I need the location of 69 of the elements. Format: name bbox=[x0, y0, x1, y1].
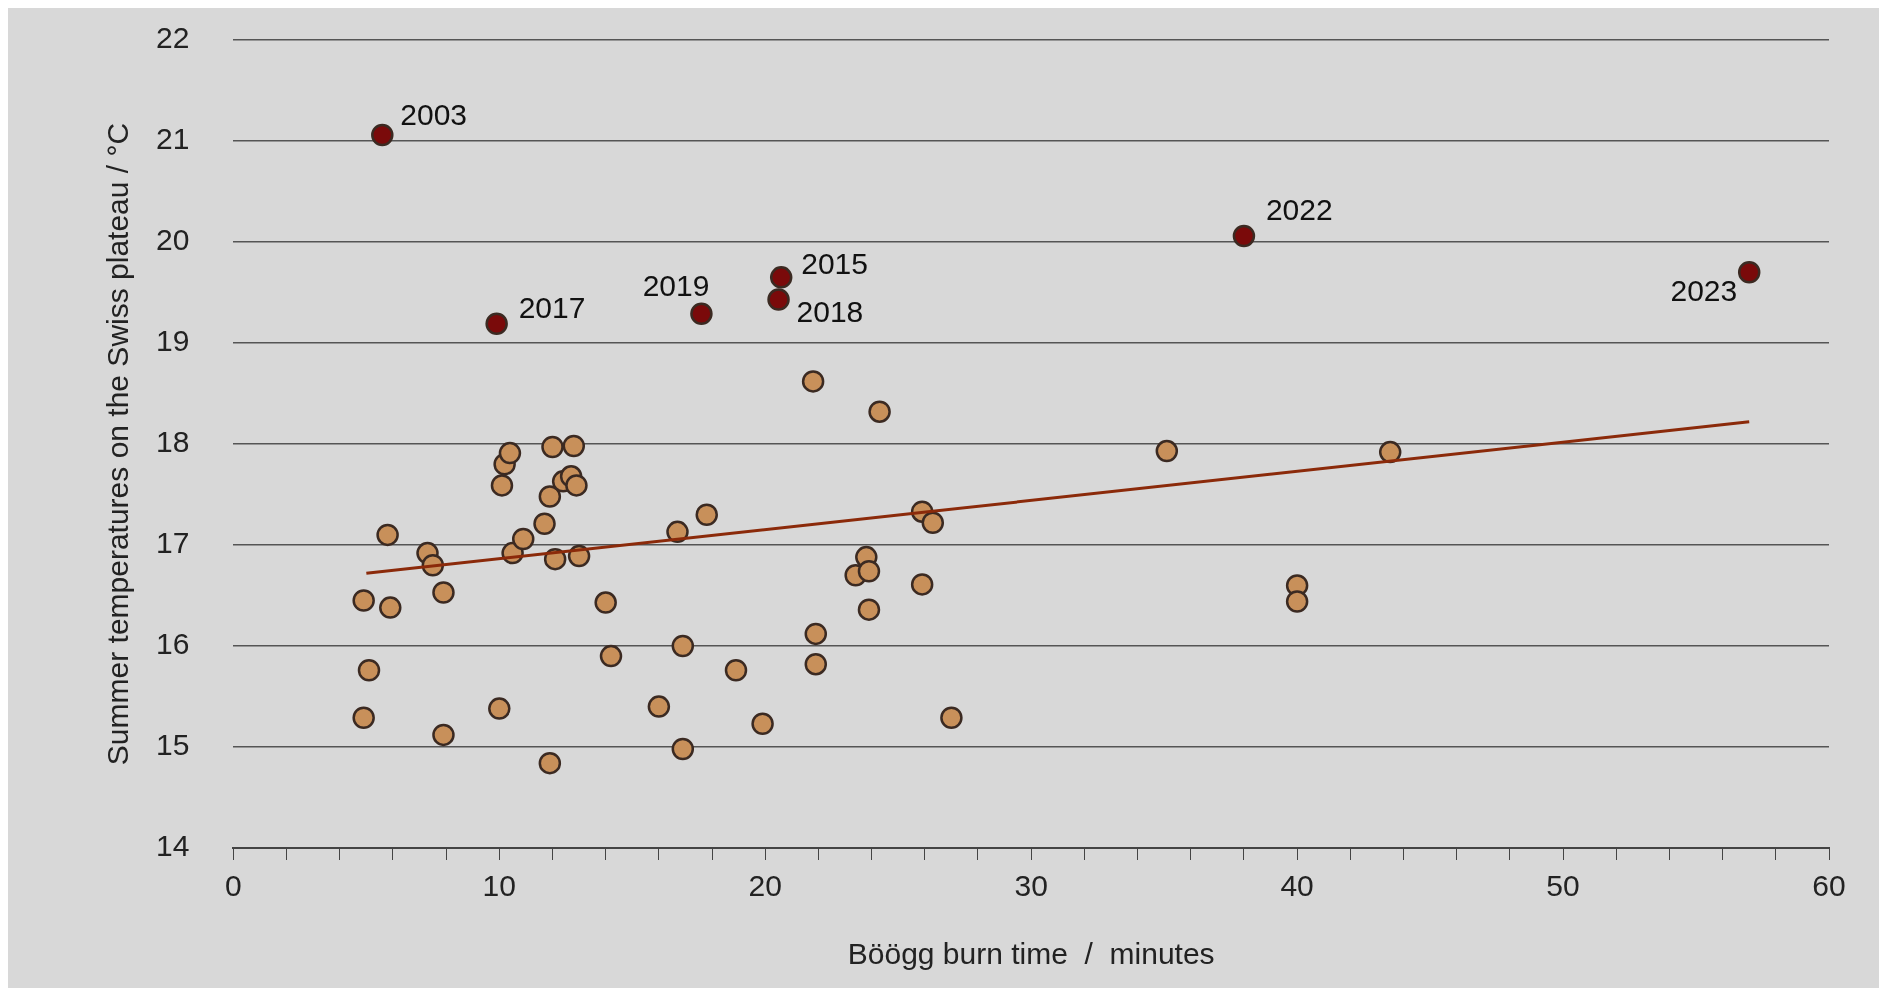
x-tick-label: 50 bbox=[1546, 869, 1580, 903]
point bbox=[940, 706, 963, 729]
point bbox=[724, 658, 748, 682]
point bbox=[541, 435, 564, 459]
point bbox=[538, 751, 562, 775]
point bbox=[751, 712, 774, 736]
y-tick-label: 20 bbox=[155, 223, 190, 257]
point bbox=[801, 370, 825, 393]
point bbox=[690, 302, 713, 325]
point bbox=[1232, 224, 1256, 248]
annotation: 2023 bbox=[1670, 273, 1738, 307]
y-tick-label: 22 bbox=[155, 21, 190, 55]
point bbox=[352, 706, 375, 729]
point bbox=[357, 658, 381, 682]
point bbox=[352, 589, 375, 612]
annotation: 2018 bbox=[796, 294, 864, 328]
x-tick-label: 40 bbox=[1280, 869, 1314, 903]
point bbox=[488, 697, 511, 720]
point bbox=[647, 695, 671, 718]
point bbox=[1378, 440, 1402, 464]
y-tick-label: 16 bbox=[155, 627, 190, 661]
x-tick-label: 30 bbox=[1014, 869, 1048, 903]
point bbox=[695, 503, 718, 526]
point bbox=[804, 622, 828, 646]
point bbox=[371, 123, 394, 147]
point bbox=[1285, 590, 1309, 613]
point bbox=[498, 441, 522, 465]
point bbox=[1155, 439, 1179, 463]
point bbox=[767, 288, 790, 311]
point bbox=[376, 523, 399, 547]
y-tick-label: 19 bbox=[155, 324, 190, 358]
point bbox=[490, 474, 514, 497]
annotation: 2022 bbox=[1265, 193, 1333, 227]
point bbox=[594, 591, 617, 614]
y-tick-label: 15 bbox=[155, 728, 190, 762]
point bbox=[857, 560, 881, 583]
point bbox=[599, 644, 623, 668]
point bbox=[562, 434, 586, 458]
point bbox=[432, 723, 455, 747]
point bbox=[804, 652, 828, 676]
y-tick-label: 14 bbox=[155, 829, 190, 863]
x-tick-label: 0 bbox=[225, 869, 242, 903]
x-tick-label: 10 bbox=[482, 869, 516, 903]
x-axis-title: Böögg burn time / minutes bbox=[847, 937, 1215, 971]
point bbox=[921, 511, 945, 535]
annotation: 2017 bbox=[518, 291, 586, 325]
annotation: 2015 bbox=[801, 246, 868, 280]
annotation: 2019 bbox=[642, 268, 710, 302]
x-tick-label: 20 bbox=[748, 869, 782, 903]
point bbox=[565, 474, 588, 497]
point bbox=[538, 485, 562, 508]
point bbox=[769, 266, 793, 289]
point bbox=[432, 581, 455, 604]
point bbox=[857, 598, 881, 621]
point bbox=[533, 512, 556, 536]
point bbox=[485, 312, 508, 336]
point bbox=[671, 737, 695, 761]
y-tick-label: 21 bbox=[155, 122, 190, 156]
point bbox=[1737, 261, 1761, 284]
point bbox=[671, 634, 695, 658]
point bbox=[511, 527, 535, 551]
x-tick-label: 60 bbox=[1812, 869, 1846, 903]
point bbox=[379, 596, 402, 619]
y-tick-label: 18 bbox=[155, 425, 190, 459]
annotation: 2003 bbox=[400, 98, 468, 132]
y-tick-label: 17 bbox=[155, 526, 190, 560]
y-axis-title: Summer temperatures on the Swiss plateau / °C bbox=[101, 122, 135, 766]
point bbox=[910, 573, 934, 596]
point bbox=[868, 400, 891, 423]
